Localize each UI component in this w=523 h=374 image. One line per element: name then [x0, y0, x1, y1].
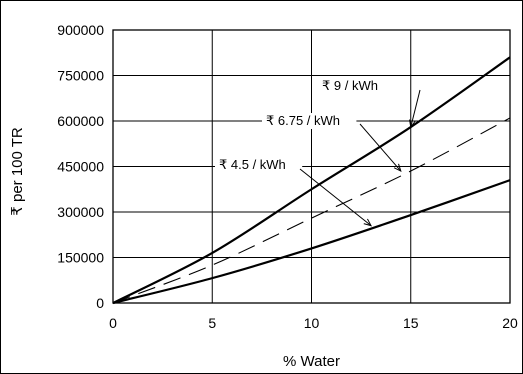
series-line-2 — [112, 117, 511, 304]
annotation-label: ₹ 9 / kWh — [322, 78, 378, 93]
series-line-1 — [112, 56, 511, 304]
annotation-background — [215, 157, 303, 173]
x-tick-label: 10 — [304, 315, 320, 331]
x-tick-label: 0 — [109, 315, 117, 331]
annotation-arrow — [299, 168, 371, 226]
plot-border — [112, 29, 511, 304]
y-tick-label: 450000 — [57, 159, 104, 175]
x-axis-label: % Water — [283, 353, 340, 370]
annotation-label: ₹ 6.75 / kWh — [266, 113, 340, 128]
y-axis-label: ₹ per 100 TR — [9, 127, 26, 216]
y-tick-label: 150000 — [57, 250, 104, 266]
y-tick-label: 600000 — [57, 113, 104, 129]
tick-labels: 0 150000 300000 450000 600000 750000 900000 0 5 1… — [57, 22, 518, 331]
annotation-background — [318, 78, 391, 94]
x-tick-label: 20 — [502, 315, 518, 331]
series-line-3 — [112, 179, 511, 305]
annotation-background — [262, 113, 357, 129]
y-tick-label: 900000 — [57, 22, 104, 38]
annotation-label: ₹ 4.5 / kWh — [219, 157, 286, 172]
annotation-arrow — [359, 123, 401, 171]
annotation-arrow — [411, 89, 421, 127]
annotations: ₹ 9 / kWh ₹ 6.75 / kWh ₹ 4.5 / kWh — [215, 78, 421, 226]
y-tick-label: 0 — [96, 295, 104, 311]
x-tick-label: 15 — [403, 315, 419, 331]
series-lines — [112, 56, 511, 305]
y-tick-label: 300000 — [57, 204, 104, 220]
y-tick-label: 750000 — [57, 68, 104, 84]
x-tick-label: 5 — [208, 315, 216, 331]
